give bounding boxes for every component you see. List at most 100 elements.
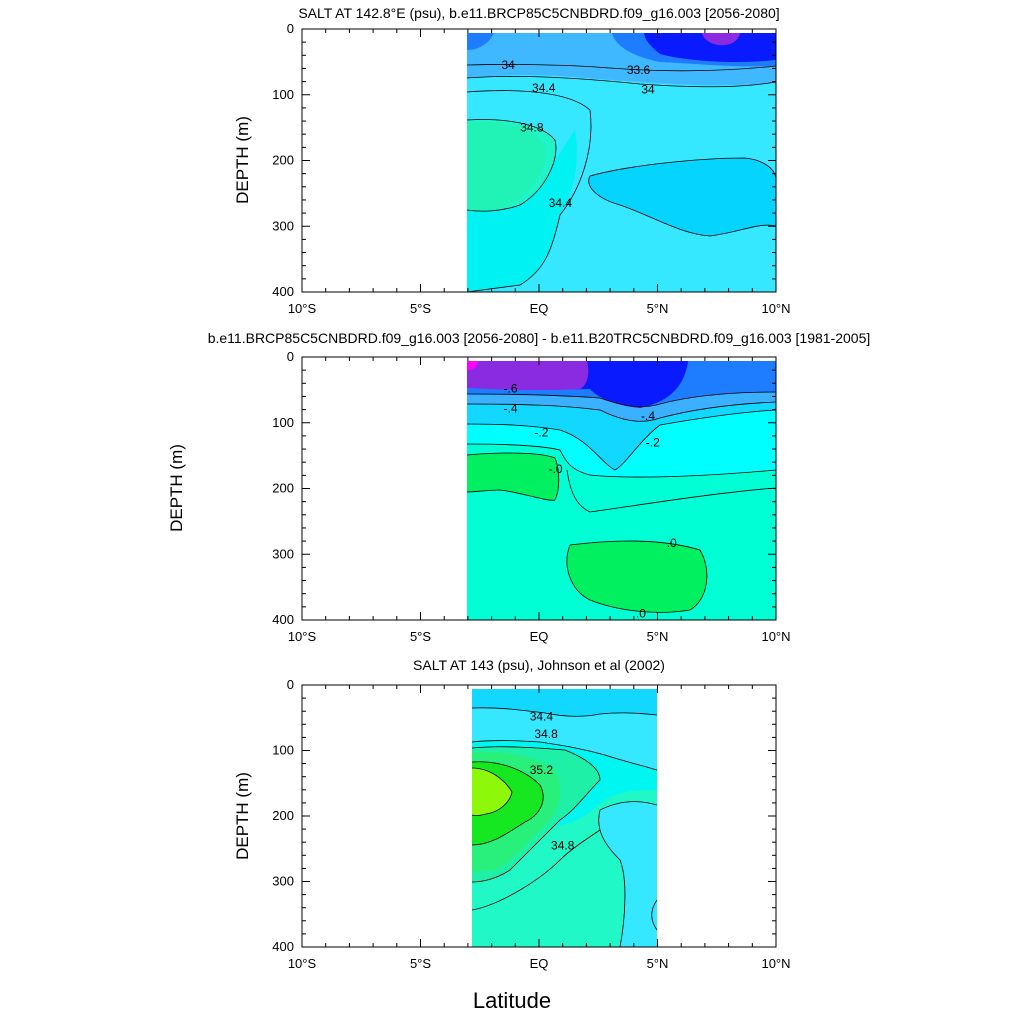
contour-label: .0 (636, 606, 646, 620)
x-tick-label: 10°N (761, 301, 790, 316)
panel-3-title: SALT AT 143 (psu), Johnson et al (2002) (413, 657, 665, 673)
fill-region (467, 361, 478, 370)
y-tick-label: 400 (272, 939, 294, 954)
contour-line (588, 157, 776, 237)
fill-region (588, 158, 776, 236)
panel-2-title: b.e11.BRCP85C5CNBDRD.f09_g16.003 [2056-2… (208, 330, 871, 346)
x-tick-label: 10°S (288, 956, 317, 971)
panel-2-ylabel: DEPTH (m) (167, 444, 186, 532)
fill-region (644, 33, 776, 62)
panel-2-contour-labels: -.6 -.4 -.4 -.2 -.2 -.0 .0 .0 (504, 382, 677, 621)
contour-label: 34.4 (532, 81, 556, 95)
y-tick-label: 400 (272, 612, 294, 627)
x-tick-label: EQ (530, 629, 549, 644)
y-tick-label: 100 (272, 87, 294, 102)
x-axis-title: Latitude (472, 988, 552, 1013)
contour-label: 34.4 (530, 709, 554, 723)
contour-line (471, 829, 601, 911)
contour-line (471, 740, 658, 771)
panel-1-ylabel: DEPTH (m) (233, 116, 252, 204)
contour-label: -.4 (641, 409, 655, 423)
x-tick-label: EQ (530, 301, 549, 316)
contour-line (471, 761, 544, 846)
y-tick-label: 200 (272, 153, 294, 168)
x-tick-label: 5°S (410, 629, 431, 644)
contour-line (566, 540, 708, 613)
contour-line (598, 801, 658, 947)
contour-label: 34.8 (520, 121, 544, 135)
contour-label: .0 (667, 536, 677, 550)
x-tick-label: 10°S (288, 301, 317, 316)
x-tick-label: 10°N (761, 629, 790, 644)
contour-label: -.0 (549, 462, 563, 476)
y-tick-label: 200 (272, 808, 294, 823)
panel-3: SALT AT 143 (psu), Johnson et al (2002) … (233, 657, 791, 971)
panel-3-ylabel: DEPTH (m) (233, 772, 252, 860)
fill-region (467, 453, 559, 501)
x-tick-label: 5°N (647, 301, 669, 316)
contour-label: 35.2 (530, 763, 554, 777)
contour-label: 34.8 (534, 727, 558, 741)
contour-line (566, 469, 776, 513)
contour-label: 34.4 (549, 196, 573, 210)
contour-label: -.2 (646, 435, 660, 449)
y-tick-label: 100 (272, 415, 294, 430)
contour-line (471, 746, 601, 883)
fill-region (467, 121, 546, 212)
panel-3-contour-labels: 34.4 34.8 35.2 34.8 (530, 709, 575, 852)
panel-2-axes: 10°S 5°S EQ 5°N 10°N 0 100 200 300 400 (272, 349, 790, 644)
x-tick-label: EQ (530, 956, 549, 971)
fill-region (467, 33, 494, 50)
panel-1-contour-labels: 34 33.6 34 34.4 34.8 34.4 (502, 58, 656, 210)
y-tick-label: 100 (272, 743, 294, 758)
contour-line (471, 707, 658, 717)
panel-2: b.e11.BRCP85C5CNBDRD.f09_g16.003 [2056-2… (167, 330, 870, 644)
contour-line (651, 899, 658, 931)
y-tick-label: 0 (287, 21, 294, 36)
fill-region (472, 768, 512, 816)
y-tick-label: 0 (287, 349, 294, 364)
contour-label: 34 (641, 82, 655, 96)
x-tick-label: 5°N (647, 956, 669, 971)
x-tick-label: 10°N (761, 956, 790, 971)
fill-region (566, 541, 707, 613)
panel-3-axes: 10°S 5°S EQ 5°N 10°N 0 100 200 300 400 (272, 677, 790, 971)
contour-line (466, 391, 776, 407)
panel-1-axes: 10°S 5°S EQ 5°N 10°N 0 100 200 300 400 (272, 21, 790, 316)
y-tick-label: 300 (272, 218, 294, 233)
contour-line (466, 75, 776, 88)
panel-1: SALT AT 142.8°E (psu), b.e11.BRCP85C5CNB… (233, 5, 791, 316)
panel-2-contour-fill (466, 361, 776, 620)
x-tick-label: 5°N (647, 629, 669, 644)
contour-line (471, 767, 513, 817)
contour-line (466, 64, 776, 72)
fill-region (472, 689, 657, 717)
contour-label: 34.8 (551, 838, 575, 852)
contour-line (466, 401, 776, 422)
contour-label: -.6 (504, 382, 518, 396)
y-tick-label: 200 (272, 481, 294, 496)
contour-line (466, 443, 776, 478)
contour-line (466, 409, 776, 471)
panel-1-contour-fill (466, 33, 776, 292)
x-tick-label: 10°S (288, 629, 317, 644)
y-tick-label: 400 (272, 284, 294, 299)
fill-region (598, 801, 657, 947)
contour-line (466, 90, 592, 292)
panel-1-title: SALT AT 142.8°E (psu), b.e11.BRCP85C5CNB… (298, 5, 779, 21)
contour-label: -.4 (504, 401, 518, 415)
y-tick-label: 300 (272, 546, 294, 561)
contour-label: -.2 (534, 426, 548, 440)
x-tick-label: 5°S (410, 301, 431, 316)
y-tick-label: 300 (272, 874, 294, 889)
panel-3-contour-fill (471, 689, 658, 947)
y-tick-label: 0 (287, 677, 294, 692)
fill-region (467, 361, 589, 391)
contour-label: 33.6 (627, 63, 651, 77)
fill-region (702, 33, 740, 46)
contour-line (466, 452, 560, 501)
x-tick-label: 5°S (410, 956, 431, 971)
contour-label: 34 (502, 58, 516, 72)
